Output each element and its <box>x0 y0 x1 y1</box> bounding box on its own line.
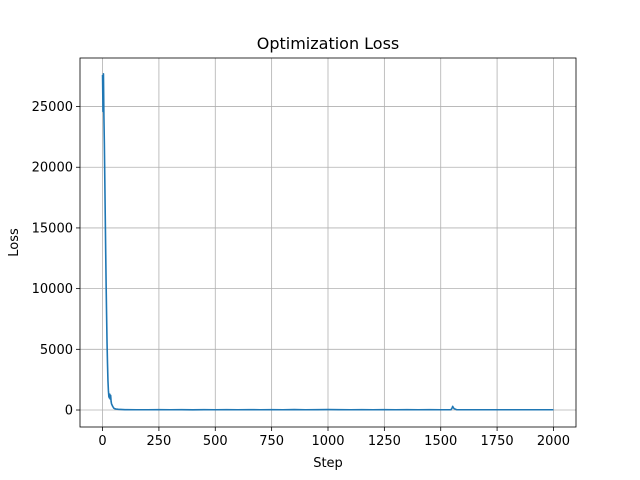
y-tick-label: 25000 <box>32 100 73 115</box>
series-layer <box>101 72 554 411</box>
y-axis-label: Loss <box>7 228 22 257</box>
y-axis-ticks: 0 5000 10000 15000 20000 25000 <box>32 100 80 419</box>
x-axis-ticks: 0 250 500 750 1000 1250 1500 1750 2000 <box>98 427 570 449</box>
y-tick-label: 20000 <box>32 161 73 176</box>
loss-series-line <box>101 72 554 411</box>
x-tick-label: 1500 <box>424 434 457 449</box>
x-axis-label: Step <box>313 456 343 471</box>
x-tick-label: 1250 <box>368 434 401 449</box>
chart-title: Optimization Loss <box>257 34 400 53</box>
x-tick-label: 250 <box>146 434 171 449</box>
x-tick-label: 2000 <box>537 434 570 449</box>
x-tick-label: 0 <box>98 434 106 449</box>
x-tick-label: 500 <box>203 434 228 449</box>
y-tick-label: 15000 <box>32 221 73 236</box>
x-gridlines <box>102 58 554 427</box>
x-tick-label: 1000 <box>311 434 344 449</box>
y-tick-label: 0 <box>65 404 73 419</box>
x-tick-label: 750 <box>259 434 284 449</box>
y-tick-label: 10000 <box>32 282 73 297</box>
y-tick-label: 5000 <box>40 343 73 358</box>
x-tick-label: 1750 <box>481 434 514 449</box>
